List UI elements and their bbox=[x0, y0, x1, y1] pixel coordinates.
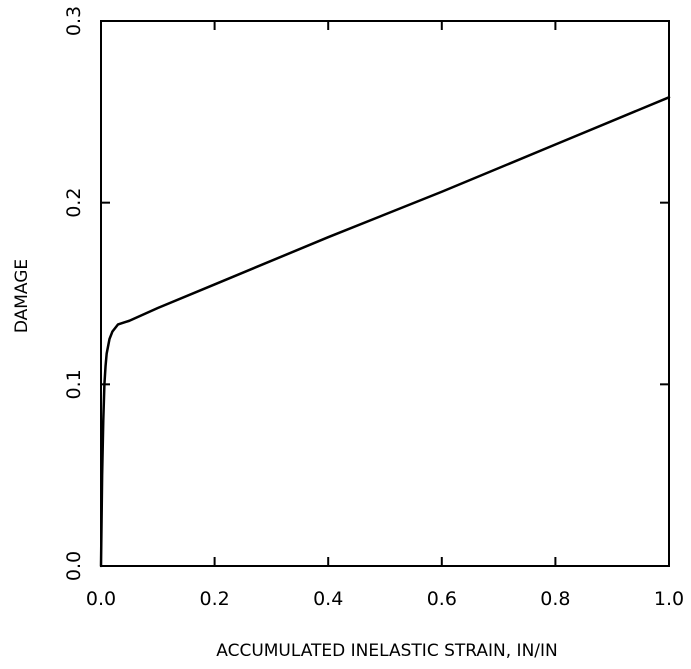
x-tick-label: 0.2 bbox=[199, 588, 229, 610]
x-tick-label: 0.8 bbox=[540, 588, 570, 610]
plot-frame bbox=[100, 20, 670, 567]
axes: 0.0 0.2 0.4 0.6 0.8 1.0 0.0 0.1 0.2 0.3 bbox=[63, 6, 684, 610]
y-tick-label: 0.0 bbox=[63, 551, 85, 581]
y-tick-label: 0.1 bbox=[63, 369, 85, 399]
plot-area bbox=[99, 96, 671, 568]
x-tick-label: 1.0 bbox=[654, 588, 684, 610]
y-axis-label: DAMAGE bbox=[12, 259, 32, 333]
y-tick-label: 0.2 bbox=[63, 188, 85, 218]
x-tick-label: 0.6 bbox=[427, 588, 457, 610]
axis-labels: ACCUMULATED INELASTIC STRAIN, IN/IN DAMA… bbox=[12, 259, 558, 661]
x-tick-label: 0.4 bbox=[313, 588, 343, 610]
x-tick-label: 0.0 bbox=[86, 588, 116, 610]
y-tick-label: 0.3 bbox=[63, 6, 85, 36]
x-axis-label: ACCUMULATED INELASTIC STRAIN, IN/IN bbox=[216, 641, 558, 661]
damage-curve-line bbox=[99, 96, 671, 568]
